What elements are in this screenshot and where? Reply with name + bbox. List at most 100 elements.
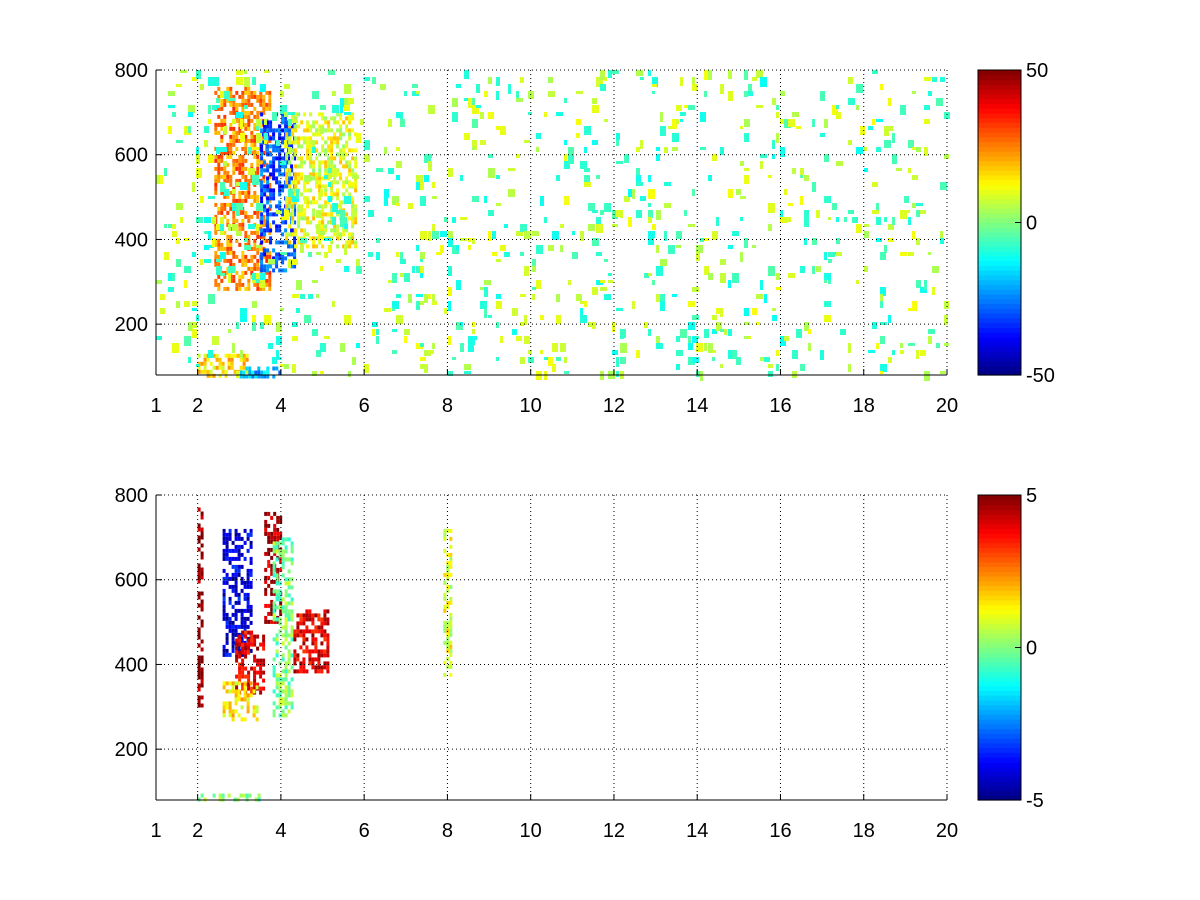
heatmap-cell-f1 <box>260 216 264 221</box>
heatmap-cell-f5 <box>856 280 859 284</box>
heatmap-cell-f6 <box>449 564 453 569</box>
heatmap-cell-f1 <box>281 240 285 245</box>
heatmap-cell-f5 <box>308 294 313 299</box>
heatmap-cell-f5 <box>804 322 809 331</box>
heatmap-cell-f0 <box>234 528 238 533</box>
heatmap-cell-f0 <box>225 576 229 581</box>
heatmap-cell-f0 <box>256 214 260 219</box>
heatmap-cell-f5 <box>488 154 493 158</box>
heatmap-cell-f5 <box>316 350 321 357</box>
heatmap-cell-f4 <box>281 697 285 702</box>
heatmap-cell-f2 <box>339 200 343 205</box>
heatmap-cell-f5 <box>204 140 208 147</box>
heatmap-cell-f3 <box>279 555 283 560</box>
heatmap-cell-f4 <box>290 701 294 706</box>
heatmap-cell-f2 <box>342 232 346 237</box>
heatmap-cell-f0 <box>244 194 248 199</box>
heatmap-cell-f2 <box>324 200 328 205</box>
heatmap-cell-f0 <box>228 652 232 657</box>
heatmap-cell-f5 <box>716 308 722 314</box>
heatmap-cell-f0 <box>238 118 242 123</box>
heatmap-cell-f3 <box>270 547 274 552</box>
heatmap-cell-f0 <box>246 576 250 581</box>
heatmap-cell-f0 <box>250 130 254 135</box>
heatmap-cell-f1 <box>238 634 242 639</box>
heatmap-cell-f5 <box>660 126 666 136</box>
heatmap-cell-f0 <box>231 636 235 641</box>
heatmap-cell-f0 <box>237 600 241 605</box>
heatmap-cell-f5 <box>788 273 795 278</box>
heatmap-cell-f0 <box>244 110 248 115</box>
heatmap-cell-f5 <box>432 294 435 301</box>
heatmap-cell-f2 <box>309 136 313 141</box>
heatmap-cell-f5 <box>216 259 222 262</box>
heatmap-cell-f0 <box>241 166 245 171</box>
heatmap-cell-f2 <box>285 152 289 157</box>
heatmap-cell-f1 <box>266 120 270 125</box>
heatmap-cell-f1 <box>256 670 260 675</box>
heatmap-cell-f4 <box>281 557 285 562</box>
heatmap-cell-f6 <box>446 604 450 609</box>
heatmap-cell-f1 <box>278 192 282 197</box>
heatmap-cell-f5 <box>496 77 500 86</box>
heatmap-cell-f0 <box>229 134 233 139</box>
heatmap-cell-f4 <box>281 565 285 570</box>
heatmap-cell-f2 <box>324 120 328 125</box>
heatmap-cell-f5 <box>312 280 318 283</box>
heatmap-cell-f5 <box>764 294 767 303</box>
heatmap-cell-f5 <box>344 196 351 204</box>
heatmap-cell-f5 <box>204 231 209 234</box>
heatmap-cell-f5 <box>876 343 879 349</box>
heatmap-cell-f0 <box>229 154 233 159</box>
heatmap-cell-f0 <box>241 190 245 195</box>
heatmap-cell-f2 <box>312 196 316 201</box>
heatmap-cell-f5 <box>276 322 282 332</box>
heatmap-cell-f0 <box>256 210 260 215</box>
heatmap-cell-f5 <box>784 189 787 195</box>
heatmap-cell-f5 <box>648 217 652 223</box>
heatmap-cell-f7 <box>197 687 201 692</box>
heatmap-cell-f2 <box>324 168 328 173</box>
heatmap-cell-f0 <box>249 608 253 613</box>
heatmap-cell-f2 <box>291 232 295 237</box>
heatmap-cell-f2 <box>231 717 235 722</box>
heatmap-cell-f2 <box>330 192 334 197</box>
heatmap-cell-f0 <box>231 548 235 553</box>
heatmap-cell-f7 <box>200 659 204 664</box>
heatmap-cell-f5 <box>348 98 354 104</box>
heatmap-cell-f5 <box>348 371 351 377</box>
heatmap-cell-f4 <box>284 593 288 598</box>
heatmap-cell-f4 <box>275 617 279 622</box>
heatmap-cell-f0 <box>265 102 269 107</box>
heatmap-cell-f5 <box>884 245 887 253</box>
heatmap-cell-f4 <box>263 370 267 375</box>
heatmap-cell-f5 <box>704 343 707 351</box>
heatmap-cell-f2 <box>318 152 322 157</box>
heatmap-cell-f0 <box>249 560 253 565</box>
colorbar-tick-label: 0 <box>1026 213 1037 235</box>
heatmap-cell-f5 <box>317 669 321 674</box>
heatmap-cell-f5 <box>323 617 327 622</box>
heatmap-cell-f2 <box>309 188 313 193</box>
heatmap-cell-f5 <box>296 633 300 638</box>
heatmap-cell-f2 <box>288 224 292 229</box>
heatmap-cell-f2 <box>309 160 313 165</box>
heatmap-cell-f7 <box>197 703 201 708</box>
heatmap-cell-f1 <box>260 180 264 185</box>
heatmap-cell-f1 <box>269 264 273 269</box>
heatmap-cell-f2 <box>330 228 334 233</box>
heatmap-cell-f5 <box>604 119 608 122</box>
heatmap-cell-f1 <box>263 248 267 253</box>
heatmap-cell-f2 <box>336 172 340 177</box>
heatmap-cell-f0 <box>256 286 260 291</box>
heatmap-cell-f0 <box>223 258 227 263</box>
heatmap-cell-f5 <box>744 238 748 248</box>
heatmap-cell-f5 <box>164 224 167 228</box>
heatmap-cell-f5 <box>772 140 775 149</box>
heatmap-cell-f4 <box>275 649 279 654</box>
heatmap-cell-f0 <box>231 576 235 581</box>
heatmap-cell-f5 <box>836 238 840 244</box>
heatmap-cell-f5 <box>572 231 575 235</box>
heatmap-cell-f2 <box>333 120 337 125</box>
heatmap-cell-f4 <box>275 577 279 582</box>
